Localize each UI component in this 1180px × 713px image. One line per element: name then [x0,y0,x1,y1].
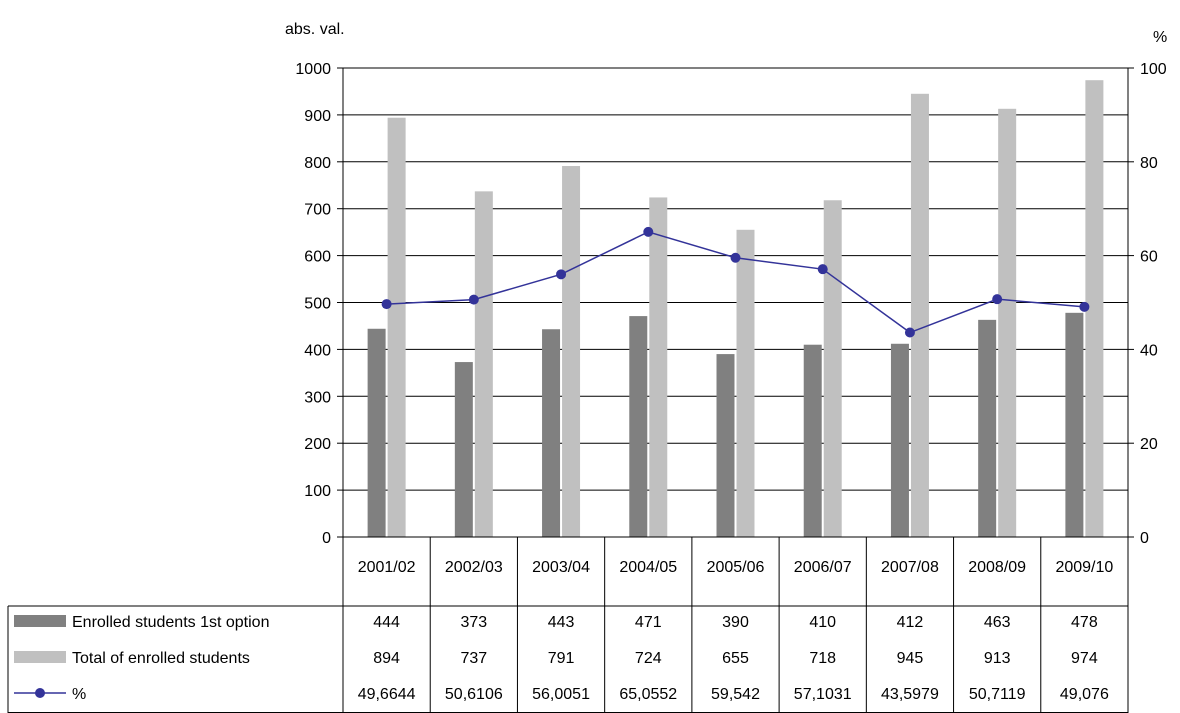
bar-enrolled-1st-option [978,319,997,537]
y-left-tick-label: 500 [304,296,331,313]
bar-enrolled-1st-option [716,354,735,537]
table-value: 444 [373,614,400,631]
y-left-tick-label: 200 [304,436,331,453]
y-axis-right-ticks: 0 20 40 60 80 100 [1128,61,1167,547]
table-value: 49,6644 [358,686,416,703]
data-table: 2001/02 2002/03 2003/04 2004/05 2005/06 2006/… [7,536,1129,713]
bar-total-enrolled [823,200,842,537]
y-left-tick-label: 300 [304,389,331,406]
bar-total-enrolled [387,117,406,538]
table-value: 913 [984,650,1011,667]
bar-enrolled-1st-option [1065,312,1084,537]
bar-series [367,80,1104,538]
table-value: 43,5979 [881,686,939,703]
table-value: 59,542 [711,686,760,703]
category-label: 2004/05 [619,559,677,576]
category-label: 2006/07 [794,559,852,576]
legend-label: % [72,686,86,703]
category-label: 2001/02 [358,559,416,576]
y-axis-left-label: abs. val. [285,21,345,38]
bar-enrolled-1st-option [454,362,473,537]
table-value: 50,6106 [445,686,503,703]
table-value: 974 [1071,650,1098,667]
table-value: 791 [548,650,575,667]
bar-total-enrolled [562,166,581,537]
table-value: 463 [984,614,1011,631]
y-axis-left-ticks: 0 100 200 300 400 500 600 700 800 900 1000 [295,61,343,547]
y-left-tick-label: 900 [304,108,331,125]
bar-enrolled-1st-option [542,329,561,537]
y-right-tick-label: 20 [1140,436,1158,453]
bar-total-enrolled [649,197,668,537]
legend-swatch-total-enrolled [14,651,66,663]
y-right-tick-label: 80 [1140,155,1158,172]
table-value: 65,0552 [619,686,677,703]
y-left-tick-label: 400 [304,342,331,359]
y-left-tick-label: 700 [304,202,331,219]
y-right-tick-label: 60 [1140,249,1158,266]
table-value: 894 [373,650,400,667]
percent-point [556,269,567,280]
table-value: 655 [722,650,749,667]
y-right-tick-label: 0 [1140,530,1149,547]
legend-label: Enrolled students 1st option [72,614,269,631]
category-label: 2009/10 [1055,559,1113,576]
y-left-tick-label: 1000 [295,61,331,78]
line-series [381,226,1090,338]
table-value: 57,1031 [794,686,852,703]
percent-point [730,252,741,263]
bar-enrolled-1st-option [367,328,386,537]
category-label: 2007/08 [881,559,939,576]
percent-point [992,294,1003,305]
table-value: 410 [809,614,836,631]
bar-total-enrolled [474,191,493,538]
y-left-tick-label: 100 [304,483,331,500]
table-value: 478 [1071,614,1098,631]
percent-point [904,327,915,338]
table-value: 412 [897,614,924,631]
legend-label: Total of enrolled students [72,650,250,667]
percent-point [817,264,828,275]
category-label: 2002/03 [445,559,503,576]
percent-point [468,294,479,305]
category-label: 2008/09 [968,559,1026,576]
table-value: 390 [722,614,749,631]
bar-enrolled-1st-option [803,344,822,537]
table-value: 49,076 [1060,686,1109,703]
table-value: 471 [635,614,662,631]
bar-total-enrolled [910,93,929,538]
table-value: 56,0051 [532,686,590,703]
table-value: 373 [460,614,487,631]
table-value: 737 [460,650,487,667]
bar-enrolled-1st-option [629,316,648,537]
table-value: 443 [548,614,575,631]
percent-point [1079,301,1090,312]
table-value: 945 [897,650,924,667]
category-label: 2003/04 [532,559,590,576]
legend-marker-percent [35,688,45,698]
percent-point [643,226,654,237]
percent-point [381,299,392,310]
y-right-tick-label: 40 [1140,342,1158,359]
y-right-tick-label: 100 [1140,61,1167,78]
table-value: 50,7119 [969,686,1026,703]
y-axis-right-label: % [1153,29,1167,46]
bar-total-enrolled [1085,80,1104,537]
category-label: 2005/06 [707,559,765,576]
y-left-tick-label: 800 [304,155,331,172]
bar-enrolled-1st-option [890,343,909,537]
y-left-tick-label: 0 [322,530,331,547]
bar-total-enrolled [998,108,1017,537]
y-left-tick-label: 600 [304,249,331,266]
legend-swatch-enrolled-1st-option [14,615,66,627]
table-value: 724 [635,650,662,667]
table-value: 718 [809,650,836,667]
bar-total-enrolled [736,229,755,537]
